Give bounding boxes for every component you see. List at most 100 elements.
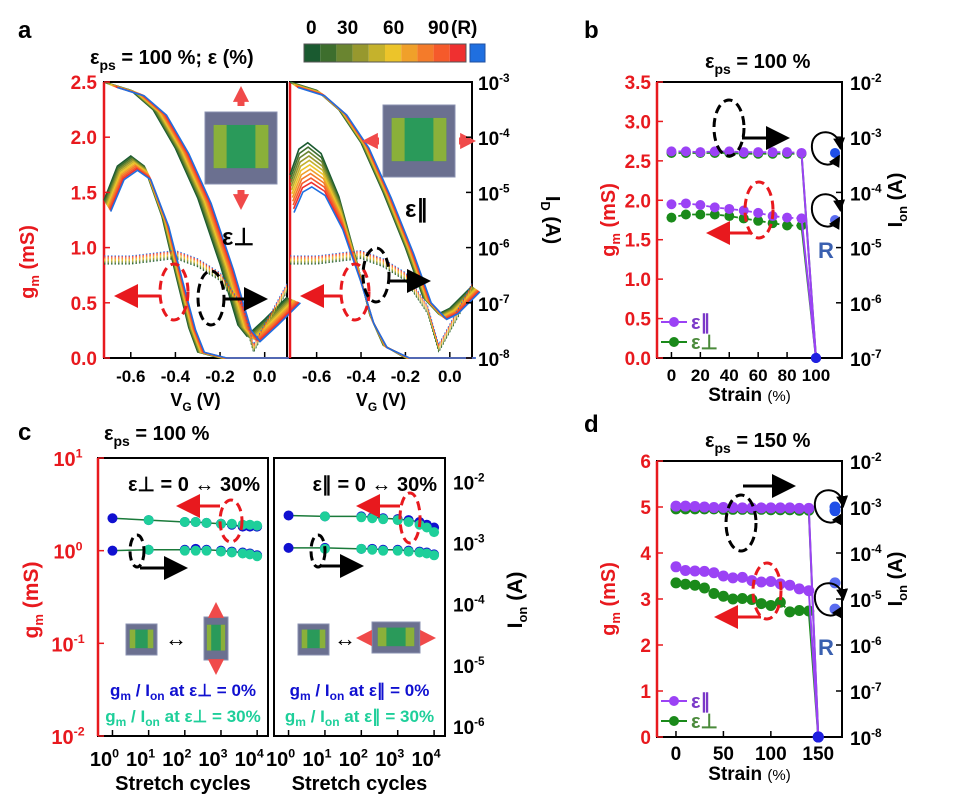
x-tick-label: 50 (713, 744, 734, 765)
data-point (753, 207, 764, 218)
x-tick-label: 103 (198, 747, 227, 771)
gate-leakage-curve (104, 253, 288, 349)
x-axis-label: VG (V) (356, 390, 406, 414)
series-line (671, 202, 802, 220)
data-point (679, 578, 691, 590)
data-point (689, 501, 701, 513)
gate-leakage-curve (290, 257, 473, 353)
data-point (698, 565, 710, 577)
x-tick-label: 40 (720, 366, 739, 385)
id-transfer-curve (117, 86, 301, 343)
gate-leakage-curve (104, 249, 288, 346)
data-point (803, 502, 815, 514)
y2-axis-label: Ion (A) (885, 552, 910, 607)
data-point (680, 198, 691, 209)
gate-leakage-curve (104, 254, 288, 350)
gate-leakage-curve (290, 250, 473, 347)
device-par-strained-icon-channel (377, 627, 415, 647)
gate-leakage-curve (104, 257, 288, 353)
data-point (708, 587, 720, 599)
x-tick-label: 0.0 (438, 367, 462, 386)
device-unstrained-icon-electrode-right (319, 629, 326, 649)
data-point (784, 606, 796, 618)
y2-tick-label: 10-6 (453, 716, 485, 739)
data-point (708, 501, 720, 513)
data-point (727, 593, 739, 605)
cycle-arrow-bottom (810, 205, 840, 230)
data-point (190, 545, 201, 556)
data-point (215, 546, 226, 557)
series-line (671, 152, 802, 155)
y2-tick-label: 10-2 (850, 451, 882, 474)
y2-tick-label: 10-5 (850, 238, 882, 261)
gate-leakage-curve (104, 255, 288, 352)
data-point (666, 146, 677, 157)
stretch-arrow-left-head (356, 629, 372, 647)
failure-drop-line (800, 218, 817, 359)
data-point (724, 146, 735, 157)
x-tick-label: 20 (691, 366, 710, 385)
data-point (680, 209, 691, 220)
data-point (765, 599, 777, 611)
data-point (403, 516, 414, 527)
data-point (670, 561, 682, 573)
panel-label-a: a (18, 17, 32, 44)
colorbar-swatch (417, 44, 434, 62)
gate-leakage-curve (290, 251, 473, 347)
data-point (226, 518, 237, 529)
id-group-ellipse (196, 269, 226, 327)
y-tick-label: 0.5 (71, 294, 98, 315)
colorbar-swatch (433, 44, 450, 62)
y-tick-label: 0.5 (625, 310, 652, 331)
data-point (736, 571, 748, 583)
panel-title: εps = 150 % (705, 430, 811, 456)
y-tick-label: 3.5 (625, 73, 652, 94)
y-tick-label: 1.5 (71, 183, 98, 204)
strain-colorbar: 0 30 60 90 (R) (303, 18, 486, 63)
panel-a: εps = 100 %; ε (%) -0.6 -0.4 -0.2 0.0 VG (V) -… (17, 47, 563, 414)
y-tick-label: 2.0 (71, 128, 97, 149)
data-point (107, 513, 118, 524)
y2-axis-label: Ion (A) (885, 173, 910, 228)
cycle-arrow-top (814, 489, 849, 508)
colorbar-swatch (368, 44, 385, 62)
x-tick-label: 104 (412, 747, 441, 771)
data-point (784, 579, 796, 591)
data-point (429, 527, 440, 538)
legend-marker (669, 337, 679, 347)
panel-b: εps = 100 % 0.0 0.5 1.0 1.5 2.0 2.5 3.0 3.5 10-7 1… (598, 51, 910, 406)
data-point (717, 590, 729, 602)
x-axis-label: VG (V) (170, 390, 220, 414)
ion-group-ellipse (309, 533, 327, 569)
data-point (252, 551, 263, 562)
id-transfer-curve (297, 86, 481, 321)
colorbar-swatch (304, 44, 321, 62)
data-point (717, 501, 729, 513)
ion-group-ellipse (724, 493, 758, 553)
colorbar-tick-label: 60 (383, 18, 404, 39)
ion-group-ellipse (712, 98, 746, 158)
y2-tick-label: 10-3 (453, 533, 485, 556)
device-par-strained-icon-electrode-right (405, 627, 415, 647)
y2-tick-label: 10-2 (850, 72, 882, 95)
data-point (201, 545, 212, 556)
reversible-arrow: ↔ (334, 626, 356, 651)
legend-label: ε⊥ (691, 711, 718, 733)
gate-leakage-curve (104, 254, 288, 351)
cycle-annotation: ε∥ = 0 ↔ 30% (312, 474, 437, 496)
y-axis-label: gm (mS) (598, 562, 623, 636)
stretch-arrow-left-head (362, 132, 378, 150)
gate-leakage-curve (104, 256, 288, 352)
y2-tick-label: 10-3 (850, 497, 882, 520)
y-tick-label: 1.0 (71, 239, 97, 260)
y-tick-label: 10-1 (51, 632, 84, 656)
x-tick-label: -0.6 (116, 367, 145, 386)
data-point (753, 215, 764, 226)
data-point (356, 543, 367, 554)
y2-axis-label: ID (A) (538, 196, 563, 244)
legend-marker (669, 716, 679, 726)
gm-group-ellipse (398, 491, 422, 545)
data-point (698, 501, 710, 513)
series-line (671, 213, 802, 227)
data-point (670, 577, 682, 589)
